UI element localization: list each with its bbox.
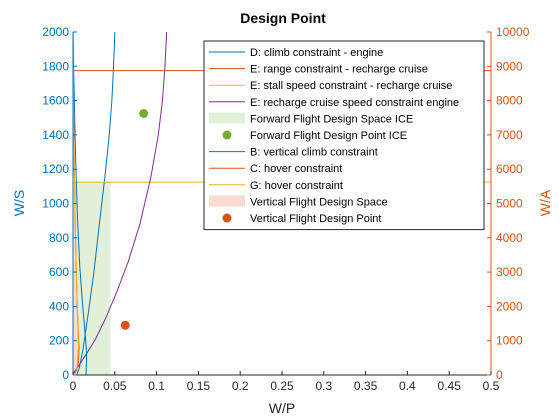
y-axis-left-label: W/S (11, 190, 27, 216)
x-tick-label: 0.45 (438, 379, 462, 393)
y-left-tick-label: 800 (49, 231, 69, 245)
x-tick-label: 0.15 (187, 379, 211, 393)
y-left-tick-label: 400 (49, 299, 69, 313)
x-axis-label: W/P (269, 400, 295, 416)
legend-entry-label: Forward Flight Design Space ICE (250, 113, 413, 125)
chart-title: Design Point (240, 10, 326, 26)
x-tick-label: 0.1 (148, 379, 165, 393)
y-right-tick-label: 1000 (496, 334, 523, 348)
legend-entry-label: G: hover constraint (250, 180, 343, 192)
y-left-tick-label: 600 (49, 265, 69, 279)
x-tick-label: 0.25 (270, 379, 294, 393)
x-tick-label: 0.35 (354, 379, 378, 393)
legend-swatch-point (222, 130, 232, 140)
y-left-tick-label: 200 (49, 334, 69, 348)
legend-entry-label: Vertical Flight Design Point (250, 213, 381, 225)
legend-swatch-area (209, 195, 245, 207)
series-point (120, 320, 130, 330)
series-point (139, 108, 149, 118)
y-right-tick-label: 6000 (496, 162, 523, 176)
series-line (76, 32, 116, 375)
legend-entry-label: E: range constraint - recharge cruise (250, 64, 428, 76)
y-right-tick-label: 0 (496, 368, 503, 382)
y-left-tick-label: 1600 (42, 94, 69, 108)
y-left-tick-label: 1200 (42, 162, 69, 176)
legend-entry-label: E: stall speed constraint - recharge cru… (250, 80, 452, 92)
x-tick-label: 0.05 (103, 379, 127, 393)
x-tick-label: 0 (70, 379, 77, 393)
series-line (73, 32, 168, 375)
legend-entry-label: C: hover constraint (250, 163, 342, 175)
legend-box (203, 40, 485, 231)
y-left-tick-label: 1000 (42, 197, 69, 211)
series-area (73, 179, 79, 375)
legend-swatch-area (209, 112, 245, 124)
y-right-tick-label: 7000 (496, 128, 523, 142)
legend-entry-label: D: climb constraint - engine (250, 47, 383, 59)
y-left-tick-label: 0 (62, 368, 69, 382)
legend-swatch-point (222, 213, 232, 223)
series-line (73, 32, 88, 375)
legend-entry-label: Forward Flight Design Point ICE (250, 130, 407, 142)
y-axis-right-label: W/A (537, 189, 553, 216)
y-right-tick-label: 2000 (496, 299, 523, 313)
y-right-tick-label: 5000 (496, 197, 523, 211)
x-tick-label: 0.5 (483, 379, 500, 393)
x-tick-label: 0.2 (232, 379, 249, 393)
y-right-tick-label: 9000 (496, 59, 523, 73)
legend-entry-label: Vertical Flight Design Space (250, 196, 388, 208)
y-left-tick-label: 2000 (42, 25, 69, 39)
x-tick-label: 0.4 (399, 379, 416, 393)
legend-entry-label: B: vertical climb constraint (250, 147, 378, 159)
y-left-tick-label: 1800 (42, 59, 69, 73)
x-tick-label: 0.3 (315, 379, 332, 393)
y-right-tick-label: 10000 (496, 25, 530, 39)
y-right-tick-label: 4000 (496, 231, 523, 245)
y-left-tick-label: 1400 (42, 128, 69, 142)
legend: D: climb constraint - engine E: range con… (203, 40, 485, 231)
axes: 0 0.05 0.1 0.15 0.2 0.25 0.3 0.35 0.4 0.45 0.50200… (42, 25, 529, 393)
legend-entry-label: E: recharge cruise speed constraint engi… (250, 97, 459, 109)
y-right-tick-label: 3000 (496, 265, 523, 279)
y-right-tick-label: 8000 (496, 94, 523, 108)
